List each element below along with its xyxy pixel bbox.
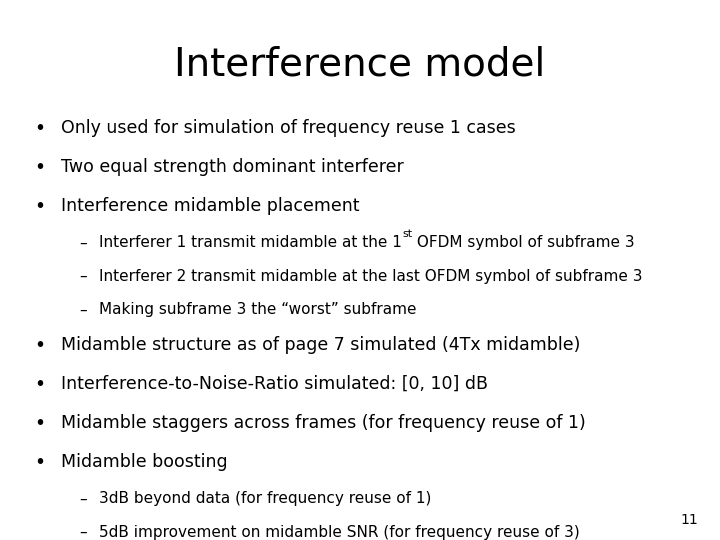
Text: Only used for simulation of frequency reuse 1 cases: Only used for simulation of frequency re… [61,119,516,137]
Text: 11: 11 [680,512,698,526]
Text: Midamble boosting: Midamble boosting [61,453,228,470]
Text: •: • [34,414,45,433]
Text: •: • [34,375,45,394]
Text: Interference model: Interference model [174,46,546,84]
Text: st: st [402,229,413,239]
Text: •: • [34,336,45,355]
Text: OFDM symbol of subframe 3: OFDM symbol of subframe 3 [413,235,635,251]
Text: •: • [34,158,45,177]
Text: 3dB beyond data (for frequency reuse of 1): 3dB beyond data (for frequency reuse of … [99,491,432,507]
Text: Making subframe 3 the “worst” subframe: Making subframe 3 the “worst” subframe [99,302,417,318]
Text: Interference-to-Noise-Ratio simulated: [0, 10] dB: Interference-to-Noise-Ratio simulated: [… [61,375,488,393]
Text: –: – [79,302,86,318]
Text: •: • [34,119,45,138]
Text: Interferer 1 transmit midamble at the 1: Interferer 1 transmit midamble at the 1 [99,235,402,251]
Text: –: – [79,525,86,540]
Text: •: • [34,453,45,471]
Text: Interferer 2 transmit midamble at the last OFDM symbol of subframe 3: Interferer 2 transmit midamble at the la… [99,269,643,284]
Text: Midamble staggers across frames (for frequency reuse of 1): Midamble staggers across frames (for fre… [61,414,586,431]
Text: Midamble structure as of page 7 simulated (4Tx midamble): Midamble structure as of page 7 simulate… [61,336,580,354]
Text: –: – [79,235,86,251]
Text: 5dB improvement on midamble SNR (for frequency reuse of 3): 5dB improvement on midamble SNR (for fre… [99,525,580,540]
Text: –: – [79,269,86,284]
Text: Two equal strength dominant interferer: Two equal strength dominant interferer [61,158,404,176]
Text: •: • [34,197,45,215]
Text: –: – [79,491,86,507]
Text: Interference midamble placement: Interference midamble placement [61,197,360,214]
